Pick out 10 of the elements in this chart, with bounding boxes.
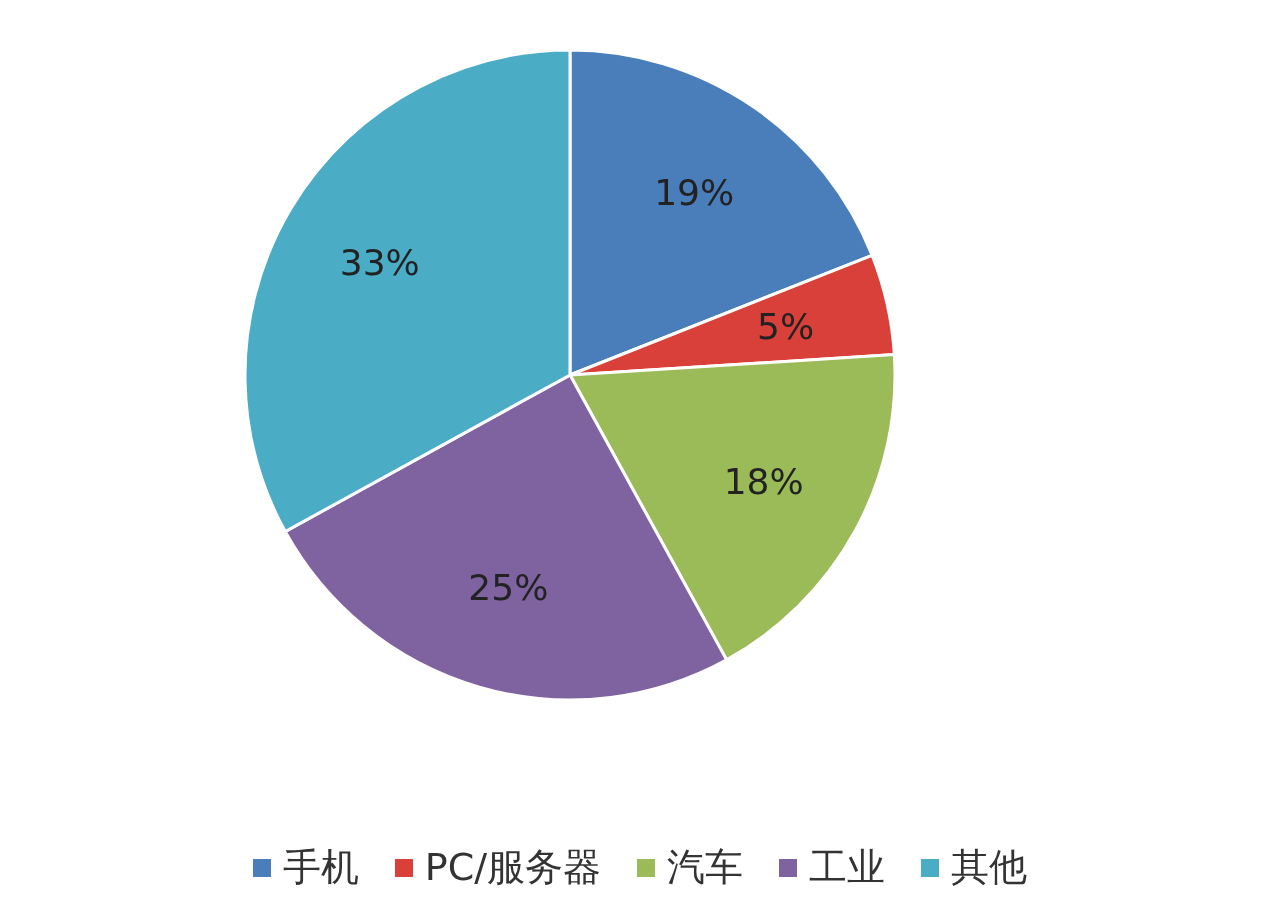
legend-label: PC/服务器 <box>424 844 602 891</box>
data-label: 33% <box>339 242 420 283</box>
legend-label: 汽车 <box>667 844 744 891</box>
data-label: 25% <box>468 566 549 608</box>
legend-label: 手机 <box>282 844 359 891</box>
legend-label: 工业 <box>809 844 886 891</box>
legend-label: 其他 <box>951 844 1028 891</box>
data-label: 18% <box>723 460 804 502</box>
data-label: 5% <box>757 306 815 348</box>
data-label: 19% <box>654 171 735 213</box>
